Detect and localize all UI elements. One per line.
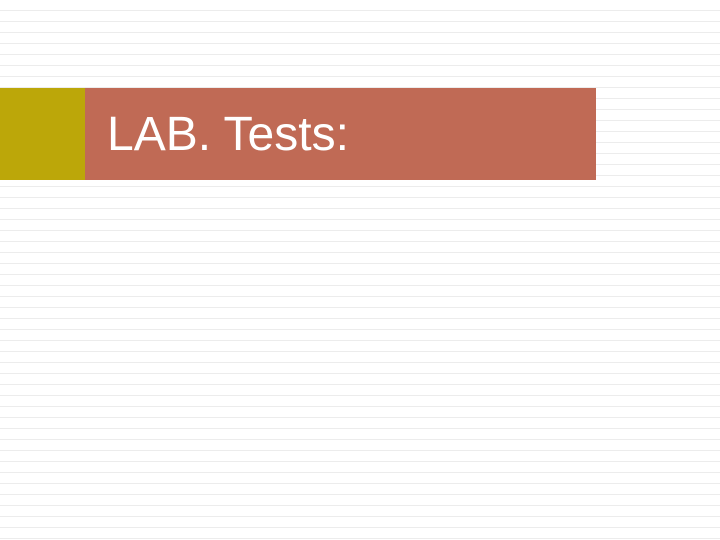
background-lines	[0, 0, 720, 540]
title-block: LAB. Tests:	[85, 88, 596, 180]
accent-block	[0, 88, 85, 180]
slide-title: LAB. Tests:	[107, 107, 349, 162]
title-row: LAB. Tests:	[0, 88, 596, 180]
